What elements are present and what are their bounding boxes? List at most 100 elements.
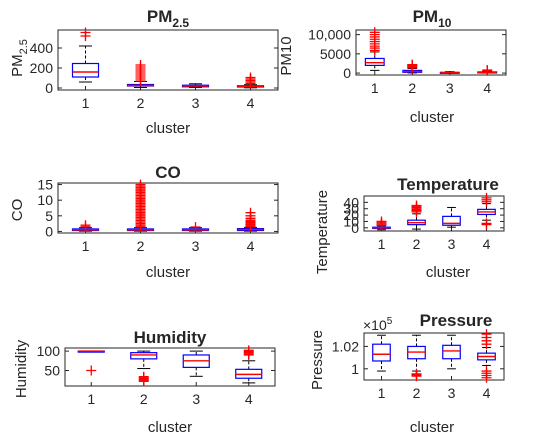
plot-area [64,347,276,387]
box-cluster-1 [372,216,391,231]
chart-title: Temperature [397,175,499,194]
outlier-marker [135,179,146,190]
x-tick-label: 3 [446,80,454,96]
box-cluster-1 [71,220,100,232]
y-tick-label: 40 [343,194,359,210]
x-tick-label: 4 [245,391,253,407]
plot-area [57,29,279,91]
outlier-marker [407,59,418,70]
y-tick-label: 100 [37,343,61,359]
y-axis-multiplier: ×105 [363,316,393,333]
y-tick-label: 0 [343,65,351,81]
y-tick-label: 20 [343,207,359,223]
y-tick-label: 1 [351,361,359,377]
x-axis-label: cluster [146,264,190,281]
iqr-box [364,57,385,66]
outlier-marker [482,65,493,75]
x-tick-label: 3 [192,238,200,254]
chart-title: PM10 [413,7,452,30]
outlier-marker [411,200,422,211]
outlier-marker [243,345,254,356]
y-axis-label: Pressure [309,330,326,390]
box-cluster-3 [181,222,210,233]
box-cluster-1 [71,27,100,83]
x-tick-label: 4 [483,385,491,401]
box-cluster-1 [77,350,105,376]
y-tick-label: 10 [343,213,359,229]
y-axis-label: Humidity [13,339,30,398]
x-tick-label: 4 [247,95,255,111]
y-axis-label: PM10 [278,36,295,75]
box-cluster-2 [126,179,155,232]
box-cluster-4 [477,329,496,383]
panel-humidity: Humidity Humidity cluster 50 100 1 2 3 4 [13,328,276,436]
x-tick-label: 3 [448,385,456,401]
panel-pm10: PM10 PM10 cluster 0 5000 10,000 1 2 3 4 [278,7,507,126]
iqr-box [442,215,461,226]
outlier-marker [481,329,492,340]
x-tick-label: 3 [448,236,456,252]
y-tick-label: 1.02 [332,338,359,354]
x-tick-label: 1 [87,391,95,407]
outlier-marker [135,60,146,70]
iqr-box [71,62,100,78]
box-cluster-4 [236,207,265,232]
box-cluster-4 [477,192,496,230]
box-cluster-3 [439,71,460,74]
y-tick-label: 5 [45,208,53,224]
box-cluster-2 [126,60,155,88]
outlier-marker [376,216,387,227]
plot-area [363,195,505,232]
box-cluster-2 [130,350,158,387]
panel-pressure: Pressure ×105 Pressure cluster 1 1.02 1 2 3 4 [309,311,505,436]
x-tick-label: 4 [247,238,255,254]
y-tick-label: 10 [37,192,53,208]
outlier-marker [245,72,256,83]
y-tick-label: 10,000 [308,27,351,43]
y-tick-label: 5000 [320,46,351,62]
plot-area [363,332,505,381]
outlier-marker [80,27,91,38]
plot-area [57,182,279,234]
box-cluster-2 [407,200,426,230]
y-axis-label: PM2.5 [9,39,30,77]
x-tick-label: 1 [371,80,379,96]
x-tick-label: 2 [137,238,145,254]
box-cluster-4 [235,345,263,384]
outlier-marker [481,218,492,229]
y-tick-label: 0 [351,220,359,236]
iqr-box [372,343,391,362]
y-axis-label: Temperature [314,190,331,274]
box-cluster-1 [364,27,385,71]
panel-temperature: Temperature Temperature cluster 01020304… [314,175,505,281]
outlier-marker [369,27,380,38]
box-cluster-2 [402,59,423,74]
chart-title: CO [155,163,181,182]
y-tick-label: 200 [30,60,54,76]
x-axis-label: cluster [410,109,454,126]
x-tick-label: 3 [192,391,200,407]
x-tick-label: 4 [483,236,491,252]
x-tick-label: 4 [483,80,491,96]
box-cluster-2 [407,334,426,382]
outlier-marker [138,371,149,382]
x-tick-label: 1 [82,238,90,254]
panel-pm25: PM2.5 PM2.5 cluster 0 200 400 1 2 3 4 [9,7,279,137]
chart-title: Pressure [420,311,493,330]
x-tick-label: 3 [192,95,200,111]
outlier-marker [86,365,97,376]
x-tick-label: 2 [413,385,421,401]
outlier-marker [190,222,201,233]
x-tick-label: 1 [378,236,386,252]
y-tick-label: 30 [343,201,359,217]
iqr-box [442,344,461,360]
iqr-box [130,352,158,360]
box-cluster-4 [236,72,265,89]
x-tick-label: 2 [408,80,416,96]
box-cluster-3 [181,83,210,88]
box-cluster-4 [477,65,498,76]
x-axis-label: cluster [426,264,470,281]
outlier-marker [481,366,492,377]
y-axis-label: CO [9,199,26,222]
outlier-marker [411,368,422,379]
